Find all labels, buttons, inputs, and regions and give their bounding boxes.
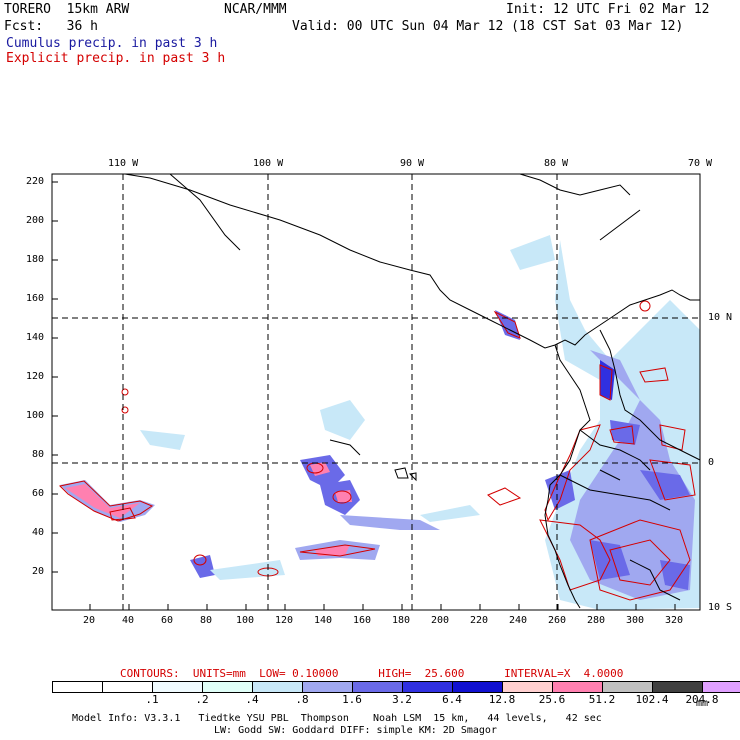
colorbar-label: 102.4 (635, 693, 669, 706)
legend-explicit: Explicit precip. in past 3 h (6, 51, 226, 66)
colorbar-swatch (402, 681, 453, 693)
x-tick-label: 80 (200, 615, 213, 626)
colorbar-swatch (252, 681, 303, 693)
colorbar-label: 1.6 (342, 693, 362, 706)
colorbar-label: 3.2 (392, 693, 412, 706)
colorbar-swatch (552, 681, 603, 693)
colorbar-swatch (602, 681, 653, 693)
tick-marks (52, 181, 676, 610)
colorbar-swatch (202, 681, 253, 693)
x-tick-label: 260 (548, 615, 567, 626)
coastlines (124, 173, 701, 609)
x-tick-label: 280 (587, 615, 606, 626)
y-tick-label: 100 (26, 410, 45, 421)
lat-label-10n: 10 N (708, 312, 733, 323)
lon-label-90w: 90 W (400, 158, 425, 169)
map-frame (51, 173, 701, 611)
x-tick-label: 160 (353, 615, 372, 626)
x-tick-label: 20 (83, 615, 96, 626)
x-tick-label: 180 (392, 615, 411, 626)
x-tick-label: 140 (314, 615, 333, 626)
y-tick-label: 80 (32, 449, 45, 460)
y-tick-label: 180 (26, 254, 45, 265)
y-tick-label: 140 (26, 332, 45, 343)
y-tick-label: 200 (26, 215, 45, 226)
y-tick-label: 60 (32, 488, 45, 499)
model-info-line2: LW: Godd SW: Goddard DIFF: simple KM: 2D… (214, 725, 497, 736)
y-tick-label: 40 (32, 527, 45, 538)
x-tick-label: 100 (236, 615, 255, 626)
colorbar-label: 25.6 (538, 693, 566, 706)
legend-cumulus: Cumulus precip. in past 3 h (6, 36, 218, 51)
x-tick-label: 60 (161, 615, 174, 626)
lat-label-0: 0 (708, 457, 715, 468)
colorbar-label: 12.8 (488, 693, 516, 706)
y-tick-label: 160 (26, 293, 45, 304)
graticule (52, 174, 700, 610)
colorbar-swatch (302, 681, 353, 693)
lon-label-70w: 70 W (688, 158, 713, 169)
x-tick-label: 320 (665, 615, 684, 626)
x-tick-label: 300 (626, 615, 645, 626)
colorbar-swatch (702, 681, 740, 693)
colorbar-label: 51.2 (588, 693, 616, 706)
colorbar-swatch (152, 681, 203, 693)
lat-label-10s: 10 S (708, 602, 733, 613)
colorbar-unit: mm (696, 698, 709, 709)
colorbar-label: .8 (295, 693, 309, 706)
model-title: TORERO 15km ARW (4, 2, 130, 17)
x-tick-label: 40 (122, 615, 135, 626)
colorbar-label: .2 (195, 693, 209, 706)
x-tick-label: 240 (509, 615, 528, 626)
colorbar-swatch (102, 681, 153, 693)
colorbar-label: 204.8 (685, 693, 719, 706)
x-tick-label: 220 (470, 615, 489, 626)
colorbar-swatch (52, 681, 103, 693)
colorbar-label: .1 (145, 693, 159, 706)
init-time: Init: 12 UTC Fri 02 Mar 12 (506, 2, 710, 17)
lon-label-110w: 110 W (108, 158, 139, 169)
valid-time: Valid: 00 UTC Sun 04 Mar 12 (18 CST Sat … (292, 19, 684, 34)
y-tick-label: 20 (32, 566, 45, 577)
model-info-line1: Model Info: V3.3.1 Tiedtke YSU PBL Thomp… (72, 713, 602, 724)
colorbar-swatch (352, 681, 403, 693)
lon-label-80w: 80 W (544, 158, 569, 169)
y-tick-label: 220 (26, 176, 45, 187)
colorbar-swatch (502, 681, 553, 693)
x-tick-label: 120 (275, 615, 294, 626)
lon-label-100w: 100 W (253, 158, 284, 169)
colorbar-swatch (452, 681, 503, 693)
colorbar-swatch (652, 681, 703, 693)
y-tick-label: 120 (26, 371, 45, 382)
colorbar-label: 6.4 (442, 693, 462, 706)
organization-label: NCAR/MMM (224, 2, 287, 17)
forecast-hour: Fcst: 36 h (4, 19, 98, 34)
contour-info: CONTOURS: UNITS=mm LOW= 0.10000 HIGH= 25… (120, 667, 624, 680)
colorbar-label: .4 (245, 693, 259, 706)
cumulus-precip-areas (60, 235, 700, 610)
x-tick-label: 200 (431, 615, 450, 626)
